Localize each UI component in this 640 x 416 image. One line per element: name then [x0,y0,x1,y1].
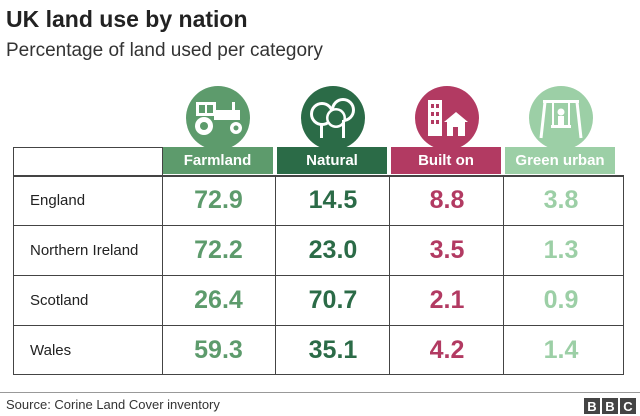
footer-rule [0,392,640,393]
cell-value: 72.9 [194,185,243,214]
green-urban-icon [529,86,593,150]
source: Source: Corine Land Cover inventory [6,397,220,412]
grid-line [13,374,624,375]
grid-line [389,175,390,375]
grid-line [162,147,163,375]
cell-value: 3.8 [543,185,579,214]
cell-value: 35.1 [308,335,358,364]
logo-letter: C [620,398,636,414]
cell-value: 8.8 [429,185,465,214]
logo-letter: B [602,398,618,414]
cell-value: 1.3 [543,235,579,264]
grid-line [13,175,624,177]
built-on-icon [415,86,479,150]
column-header: Natural [277,147,387,174]
cell-value: 70.7 [308,285,358,314]
farmland-icon [186,86,250,150]
icons [186,86,593,150]
cell-value: 2.1 [429,285,465,314]
cell-value: 14.5 [308,185,358,214]
grid-line [13,325,624,326]
grid-line [13,147,162,148]
row-label: Northern Ireland [30,241,139,259]
cell-value: 3.5 [429,235,465,264]
row-label: Wales [30,341,72,359]
grid-line [13,275,624,276]
logo-letter: B [584,398,600,414]
row-label: Scotland [30,291,89,309]
cell-value: 26.4 [194,285,243,314]
grid-line [503,175,504,375]
cell-value: 4.2 [429,335,465,364]
column-header: Farmland [162,147,273,174]
cell-value: 23.0 [308,235,358,264]
natural-icon [301,86,365,150]
grid-line [13,225,624,226]
cell-value: 72.2 [194,235,243,264]
grid-line [13,147,14,375]
column-header: Built on [391,147,501,174]
cell-value: 1.4 [543,335,579,364]
row-label: England [30,191,86,209]
subtitle: Percentage of land used per category [6,40,323,61]
column-header: Green urban [505,147,615,174]
cell-value: 59.3 [194,335,243,364]
title: UK land use by nation [6,6,248,32]
grid-line [623,175,624,375]
cell-value: 0.9 [543,285,579,314]
grid-line [275,175,276,375]
